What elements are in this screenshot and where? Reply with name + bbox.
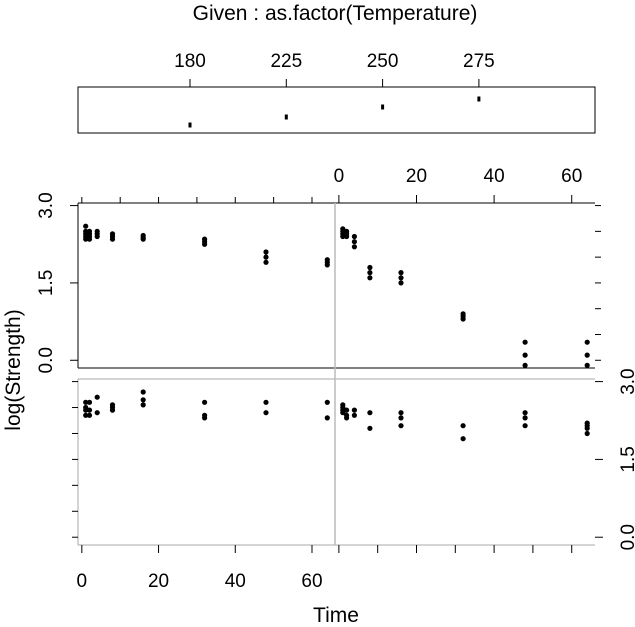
x-tick-label: 60 (561, 166, 582, 187)
data-point (460, 316, 466, 322)
data-point (83, 407, 89, 413)
data-point (202, 415, 208, 421)
data-point (344, 407, 350, 413)
data-point (351, 407, 357, 413)
y-tick-label: 0.0 (618, 524, 635, 550)
data-point (522, 362, 528, 368)
data-point (94, 233, 100, 240)
x-tick-label: 40 (225, 571, 246, 592)
given-ticks: 180 225 250 275 (174, 51, 495, 87)
data-point (109, 407, 116, 413)
data-point (344, 233, 350, 240)
data-point (94, 394, 100, 400)
data-point (94, 410, 100, 416)
data-point (202, 399, 208, 405)
data-point (340, 410, 346, 416)
data-point (351, 244, 357, 250)
y-tick-label: 1.5 (36, 270, 57, 296)
data-point (263, 249, 269, 255)
data-point (584, 339, 590, 345)
data-point (263, 254, 269, 260)
data-point (83, 223, 89, 229)
data-point (351, 239, 357, 245)
data-point (83, 399, 89, 405)
data-point (324, 262, 330, 268)
x-tick-label: 20 (406, 166, 427, 187)
data-point (86, 399, 93, 405)
y-axis-label: log(Strength) (2, 309, 25, 430)
data-point (522, 339, 528, 345)
data-point (584, 352, 590, 358)
data-point (324, 415, 330, 421)
data-point (140, 402, 146, 408)
data-point (83, 412, 89, 418)
data-point (460, 436, 466, 442)
data-point (522, 423, 528, 429)
panel-225 (340, 402, 590, 442)
x-tick-label: 0 (334, 166, 345, 187)
data-point (340, 233, 346, 240)
x-axis-label: Time (313, 604, 359, 627)
data-point (344, 415, 350, 421)
axes: 0 0 20 20 40 40 60 60 0.0 0.0 1.5 1.5 3.0 3.0 (36, 166, 635, 592)
x-tick-label: 0 (77, 571, 88, 592)
data-point (367, 264, 373, 271)
data-point (460, 423, 466, 429)
data-point (398, 275, 404, 281)
data-point (324, 399, 330, 405)
y-tick-label: 1.5 (618, 446, 635, 472)
data-point (398, 280, 404, 286)
data-point (522, 410, 528, 416)
data-point (522, 415, 528, 421)
data-point (584, 430, 590, 437)
data-point (263, 259, 269, 265)
data-point (367, 410, 373, 416)
data-point (367, 270, 373, 276)
given-title: Given : as.factor(Temperature) (193, 2, 478, 25)
data-point (584, 425, 590, 431)
x-tick-label: 20 (148, 571, 169, 592)
data-point (263, 399, 269, 405)
x-tick-label: 40 (484, 166, 505, 187)
data-point (398, 415, 404, 421)
y-tick-label: 3.0 (618, 368, 635, 394)
given-marks (188, 96, 481, 128)
given-tick-label: 180 (174, 51, 206, 72)
given-tick-label: 250 (367, 51, 399, 72)
data-point (109, 236, 116, 242)
panel-250 (83, 223, 330, 268)
given-tick-label: 225 (270, 51, 302, 72)
data-point (584, 362, 590, 368)
data-point (86, 407, 93, 413)
data-point (83, 236, 89, 242)
data-point (263, 410, 269, 416)
given-panel (77, 86, 596, 134)
data-point (202, 241, 208, 247)
data-point (140, 397, 146, 403)
data-point (86, 236, 93, 242)
panel-275 (340, 226, 590, 368)
data-point (398, 423, 404, 429)
data-point (367, 275, 373, 281)
given-tick-label: 275 (463, 51, 495, 72)
data-point (398, 410, 404, 416)
y-tick-label: 0.0 (36, 347, 57, 373)
y-tick-label: 3.0 (36, 192, 57, 218)
data-point (351, 233, 357, 240)
data-point (522, 352, 528, 358)
data-point (140, 389, 146, 395)
data-point (367, 425, 373, 431)
data-point (351, 412, 357, 418)
data-point (86, 412, 93, 418)
data-point (140, 236, 146, 242)
dependence-panels (83, 223, 590, 442)
data-point (398, 270, 404, 276)
x-tick-label: 60 (301, 571, 322, 592)
panel-180 (83, 389, 330, 421)
